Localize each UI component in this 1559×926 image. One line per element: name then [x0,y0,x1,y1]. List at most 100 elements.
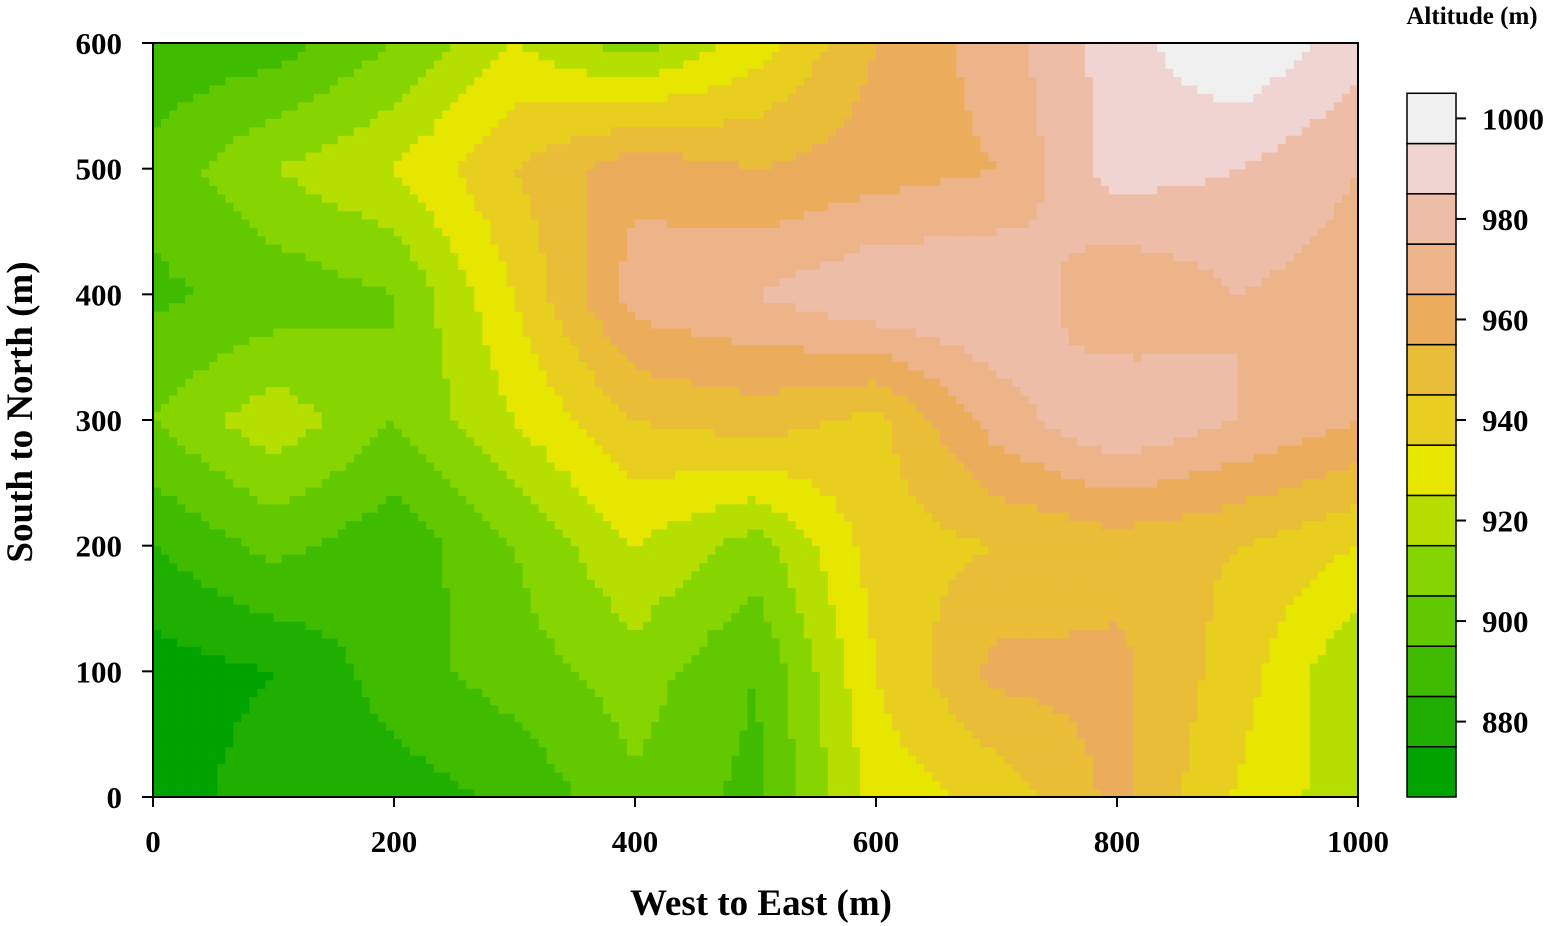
contour-cell [209,604,218,614]
contour-cell [1309,704,1319,714]
contour-cell [506,721,516,731]
contour-cell [458,771,467,781]
contour-cell [916,671,925,681]
contour-cell [522,562,532,572]
contour-cell [1117,554,1126,564]
contour-cell [1117,545,1126,555]
contour-cell [1269,554,1279,564]
contour-cell [643,788,652,797]
contour-cell [932,688,941,698]
contour-cell [1092,662,1102,672]
contour-cell [618,704,628,714]
contour-cell [410,738,419,748]
contour-cell [1052,612,1062,622]
contour-cell [297,604,307,614]
contour-cell [996,528,1006,538]
contour-cell [1301,780,1311,790]
contour-cell [1213,738,1223,748]
contour-cell [209,545,218,555]
contour-cell [1004,763,1014,773]
contour-cell [458,621,467,631]
contour-cell [892,595,901,605]
contour-cell [353,570,363,580]
contour-cell [369,512,379,522]
contour-cell [530,520,540,530]
contour-cell [201,738,210,748]
contour-cell [1341,746,1351,756]
contour-cell [916,721,925,731]
contour-cell [867,788,877,797]
contour-cell [1285,537,1295,547]
contour-cell [474,662,483,672]
contour-cell [506,520,516,530]
contour-cell [699,788,708,797]
contour-cell [225,554,234,564]
contour-cell [426,595,435,605]
contour-cell [610,528,620,538]
contour-cell [289,654,299,664]
contour-cell [281,520,291,530]
contour-cell [739,570,749,580]
contour-cell [562,629,572,639]
contour-cell [225,545,234,555]
contour-cell [442,554,451,564]
contour-cell [1052,637,1062,647]
contour-cell [225,755,234,765]
contour-cell [691,721,700,731]
contour-cell [675,637,684,647]
contour-cell [1253,738,1263,748]
contour-cell [281,612,291,622]
contour-cell [1149,763,1158,773]
contour-cell [755,604,765,614]
contour-cell [602,788,612,797]
contour-cell [859,729,869,739]
contour-cell [418,721,427,731]
contour-cell [867,554,877,564]
contour-cell [1028,587,1038,597]
contour-cell [1076,545,1086,555]
contour-cell [153,788,162,797]
contour-cell [940,629,949,639]
contour-cell [867,595,877,605]
contour-cell [1012,537,1022,547]
contour-cell [450,780,459,790]
contour-cell [747,755,757,765]
contour-cell [843,545,853,555]
contour-cell [1213,520,1223,530]
contour-cell [1004,554,1014,564]
contour-cell [570,654,580,664]
contour-cell [1261,688,1271,698]
contour-cell [739,587,749,597]
contour-cell [1068,528,1078,538]
contour-cell [924,755,933,765]
contour-cell [972,696,982,706]
contour-cell [707,688,716,698]
contour-cell [385,679,395,689]
contour-cell [273,729,283,739]
contour-cell [458,729,467,739]
contour-cell [321,612,331,622]
contour-cell [602,646,612,656]
contour-cell [659,729,668,739]
contour-cell [410,579,419,589]
contour-cell [418,512,427,522]
contour-cell [410,595,419,605]
contour-cell [305,704,315,714]
contour-cell [779,604,789,614]
contour-cell [217,528,226,538]
contour-cell [1076,763,1086,773]
contour-cell [1165,545,1174,555]
contour-cell [1125,562,1134,572]
contour-cell [1060,545,1070,555]
contour-cell [1261,788,1271,797]
contour-cell [1197,629,1206,639]
contour-cell [1149,579,1158,589]
contour-cell [1060,696,1070,706]
contour-cell [289,671,299,681]
contour-cell [361,612,371,622]
contour-cell [554,755,564,765]
contour-cell [602,612,612,622]
contour-cell [1020,637,1030,647]
contour-cell [466,579,475,589]
contour-cell [924,771,933,781]
